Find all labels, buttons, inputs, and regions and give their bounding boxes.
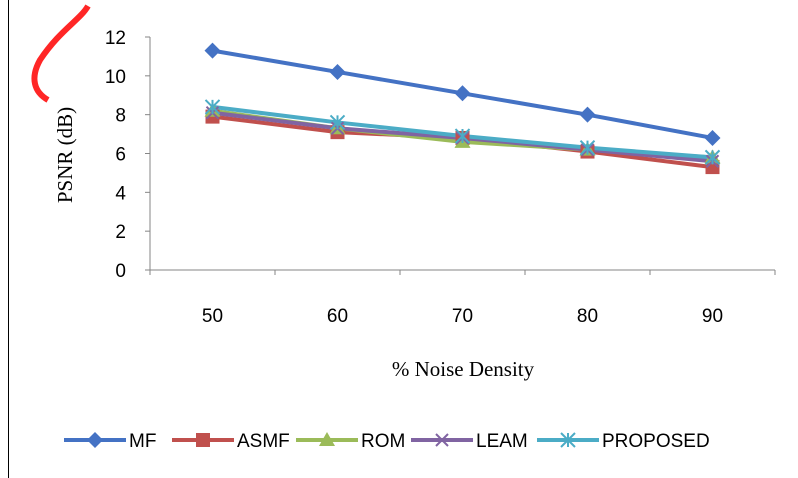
legend-marker-proposed bbox=[560, 432, 576, 448]
x-tick-label: 50 bbox=[202, 306, 223, 327]
legend-marker-asmf bbox=[196, 433, 210, 447]
data-point-mf bbox=[579, 106, 596, 123]
y-tick-labels: 0 2 4 6 8 10 12 bbox=[105, 28, 127, 282]
data-point-mf bbox=[454, 85, 471, 102]
x-tick-label: 80 bbox=[577, 306, 598, 327]
legend-marker-leam bbox=[435, 433, 449, 447]
legend-label-mf: MF bbox=[129, 431, 156, 452]
y-tick-label: 2 bbox=[115, 222, 126, 243]
legend-label-proposed: PROPOSED bbox=[602, 431, 710, 452]
data-point-mf bbox=[204, 42, 221, 59]
chart-legend: MF ASMF ROM LEAM PROPOSED bbox=[64, 431, 710, 452]
data-point-proposed bbox=[704, 149, 721, 166]
y-tick-label: 10 bbox=[105, 67, 126, 88]
series-markers bbox=[204, 42, 721, 175]
legend-marker-rom bbox=[319, 432, 335, 446]
x-tick-label: 60 bbox=[327, 306, 348, 327]
data-point-mf bbox=[704, 129, 721, 146]
y-tick-label: 0 bbox=[115, 261, 126, 282]
y-tick-label: 6 bbox=[115, 145, 126, 166]
legend-label-rom: ROM bbox=[361, 431, 405, 452]
y-tick-label: 12 bbox=[105, 28, 126, 49]
y-tick-label: 4 bbox=[115, 183, 126, 204]
page-left-border bbox=[8, 0, 9, 478]
legend-label-leam: LEAM bbox=[476, 431, 528, 452]
data-point-proposed bbox=[579, 139, 596, 156]
y-tick-label: 8 bbox=[115, 106, 126, 127]
x-axis-title: % Noise Density bbox=[392, 357, 535, 381]
data-point-proposed bbox=[204, 99, 221, 115]
y-axis-title: PSNR (dB) bbox=[53, 107, 77, 203]
x-tick-label: 90 bbox=[702, 306, 723, 327]
x-tick-label: 70 bbox=[452, 306, 473, 327]
chart-axes bbox=[145, 36, 776, 275]
watermark-stroke bbox=[31, 4, 91, 103]
legend-label-asmf: ASMF bbox=[237, 431, 290, 452]
series-lines bbox=[212, 48, 713, 170]
data-point-mf bbox=[329, 63, 346, 80]
data-point-proposed bbox=[454, 128, 471, 144]
legend-marker-mf bbox=[87, 432, 103, 448]
x-tick-labels: 50 60 70 80 90 bbox=[202, 306, 723, 327]
data-point-proposed bbox=[329, 114, 346, 131]
